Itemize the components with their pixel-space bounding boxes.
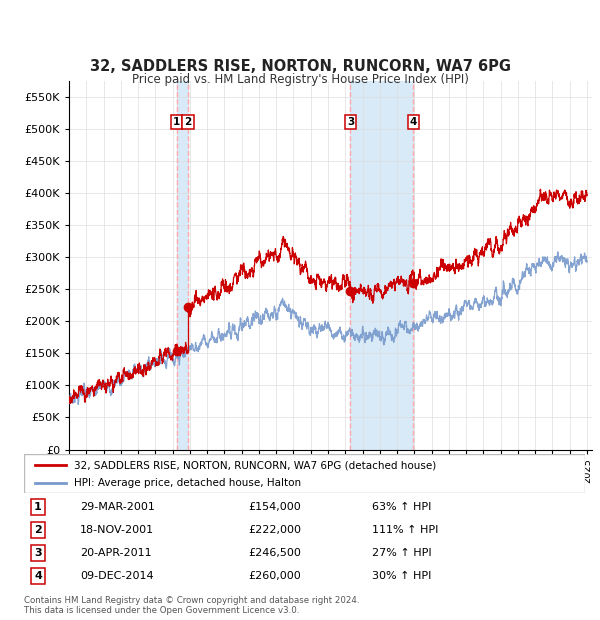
Text: 30% ↑ HPI: 30% ↑ HPI xyxy=(372,571,431,581)
Text: 63% ↑ HPI: 63% ↑ HPI xyxy=(372,502,431,512)
Text: 4: 4 xyxy=(410,117,417,127)
Text: Price paid vs. HM Land Registry's House Price Index (HPI): Price paid vs. HM Land Registry's House … xyxy=(131,73,469,86)
FancyBboxPatch shape xyxy=(24,454,585,493)
Text: £260,000: £260,000 xyxy=(248,571,301,581)
Text: £154,000: £154,000 xyxy=(248,502,301,512)
Text: £222,000: £222,000 xyxy=(248,525,301,535)
Text: 18-NOV-2001: 18-NOV-2001 xyxy=(80,525,154,535)
Text: 29-MAR-2001: 29-MAR-2001 xyxy=(80,502,155,512)
Bar xyxy=(177,81,188,450)
Text: 4: 4 xyxy=(34,571,42,581)
Bar xyxy=(350,81,413,450)
Text: 27% ↑ HPI: 27% ↑ HPI xyxy=(372,548,431,558)
Text: HPI: Average price, detached house, Halton: HPI: Average price, detached house, Halt… xyxy=(74,478,302,489)
Text: £246,500: £246,500 xyxy=(248,548,301,558)
Text: 32, SADDLERS RISE, NORTON, RUNCORN, WA7 6PG: 32, SADDLERS RISE, NORTON, RUNCORN, WA7 … xyxy=(89,59,511,74)
Text: 2: 2 xyxy=(184,117,191,127)
Text: 3: 3 xyxy=(34,548,42,558)
Text: 111% ↑ HPI: 111% ↑ HPI xyxy=(372,525,438,535)
Text: Contains HM Land Registry data © Crown copyright and database right 2024.
This d: Contains HM Land Registry data © Crown c… xyxy=(24,596,359,615)
Text: 1: 1 xyxy=(34,502,42,512)
Text: 3: 3 xyxy=(347,117,354,127)
Text: 1: 1 xyxy=(173,117,181,127)
Text: 20-APR-2011: 20-APR-2011 xyxy=(80,548,152,558)
Text: 2: 2 xyxy=(34,525,42,535)
Text: 09-DEC-2014: 09-DEC-2014 xyxy=(80,571,154,581)
Text: 32, SADDLERS RISE, NORTON, RUNCORN, WA7 6PG (detached house): 32, SADDLERS RISE, NORTON, RUNCORN, WA7 … xyxy=(74,460,437,470)
